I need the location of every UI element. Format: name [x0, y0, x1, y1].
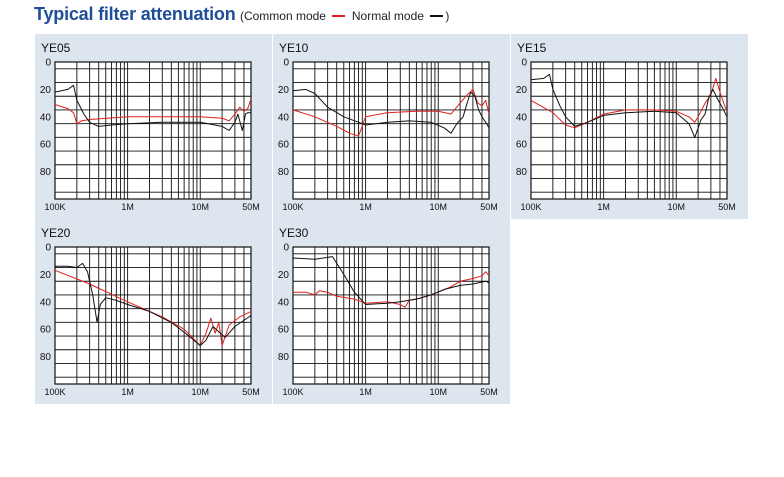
- plot-area: [55, 62, 251, 199]
- x-tick-label: 100K: [44, 202, 65, 212]
- x-tick-label: 1M: [359, 387, 372, 397]
- x-tick-label: 10M: [667, 202, 685, 212]
- x-tick-label: 1M: [359, 202, 372, 212]
- x-tick-label: 1M: [121, 387, 134, 397]
- chart-panel-ye10: YE10 0 20 40 60 80 100K 1M 10M 50M: [273, 34, 510, 219]
- chart-panel-ye30: YE30 0 20 40 60 80 100K 1M 10M 50M: [273, 219, 510, 404]
- y-tick-label: 40: [278, 112, 290, 123]
- y-tick-label: 40: [516, 112, 528, 123]
- y-tick-label: 20: [516, 85, 528, 96]
- x-tick-label: 100K: [44, 387, 65, 397]
- chart-title: YE10: [279, 41, 309, 55]
- y-tick-label: 60: [40, 325, 52, 336]
- x-tick-label: 50M: [718, 202, 736, 212]
- normal-mode-line: [292, 256, 490, 305]
- chart-title: YE05: [41, 41, 71, 55]
- y-tick-label: 80: [516, 167, 528, 178]
- x-tick-label: 100K: [282, 202, 303, 212]
- chart-svg: 0 20 40 60 80 100K 1M 10M 50M: [40, 58, 260, 213]
- chart-panel-ye05: YE05 0 20 40 60 80 100K 1M 10M 50M: [35, 34, 272, 219]
- legend-suffix: ): [445, 9, 450, 23]
- x-tick-label: 10M: [429, 202, 447, 212]
- plot-frame: [292, 61, 490, 200]
- x-tick-label: 50M: [480, 202, 498, 212]
- y-tick-label: 20: [278, 270, 290, 281]
- grid: [531, 62, 727, 199]
- normal-mode-line: [292, 88, 490, 134]
- y-tick-label: 0: [521, 58, 527, 69]
- y-tick-label: 80: [278, 167, 290, 178]
- chart-title: YE30: [279, 226, 309, 240]
- x-tick-label: 10M: [191, 387, 209, 397]
- normal-mode-line: [54, 84, 251, 131]
- x-tick-label: 50M: [480, 387, 498, 397]
- x-tick-label: 1M: [121, 202, 134, 212]
- y-tick-label: 80: [278, 352, 290, 363]
- grid: [293, 247, 489, 384]
- y-tick-label: 0: [283, 58, 289, 69]
- common-mode-legend-line: [332, 14, 346, 17]
- x-tick-label: 100K: [282, 387, 303, 397]
- grid: [293, 62, 489, 199]
- chart-svg: 0 20 40 60 80 100K 1M 10M 50M: [278, 243, 498, 398]
- plot-frame: [530, 61, 728, 200]
- plot-frame: [292, 246, 490, 385]
- y-tick-label: 0: [283, 243, 289, 254]
- common-mode-line: [530, 77, 728, 129]
- normal-mode-legend-line: [430, 14, 444, 17]
- y-tick-label: 20: [40, 270, 52, 281]
- page-title: Typical filter attenuation: [34, 4, 236, 24]
- legend-mid: Normal mode: [351, 9, 424, 23]
- y-tick-label: 60: [40, 140, 52, 151]
- legend-prefix: (Common mode: [239, 9, 326, 23]
- y-tick-label: 0: [45, 243, 51, 254]
- y-tick-label: 60: [278, 325, 290, 336]
- plot-area: [293, 62, 489, 199]
- chart-svg: 0 20 40 60 80 100K 1M 10M 50M: [516, 58, 736, 213]
- y-tick-label: 60: [516, 140, 528, 151]
- chart-panel-ye20: YE20 0 20 40 60 80 100K 1M 10M 50M: [35, 219, 272, 404]
- chart-svg: 0 20 40 60 80 100K 1M 10M 50M: [40, 243, 260, 398]
- y-tick-label: 80: [40, 352, 52, 363]
- plot-area: [55, 247, 251, 384]
- chart-panel-ye15: YE15 0 20 40 60 80 100K 1M 10M 50M: [511, 34, 748, 219]
- y-tick-label: 40: [278, 297, 290, 308]
- x-tick-label: 1M: [597, 202, 610, 212]
- grid: [55, 62, 251, 199]
- y-tick-label: 20: [278, 85, 290, 96]
- y-tick-label: 80: [40, 167, 52, 178]
- chart-svg: 0 20 40 60 80 100K 1M 10M 50M: [278, 58, 498, 213]
- y-tick-label: 0: [45, 58, 51, 69]
- grid: [55, 247, 251, 384]
- title-row: Typical filter attenuation (Common mode …: [34, 4, 449, 25]
- plot-frame: [54, 61, 252, 200]
- normal-mode-line: [530, 73, 728, 138]
- x-tick-label: 100K: [520, 202, 541, 212]
- plot-area: [293, 247, 489, 384]
- y-tick-label: 20: [40, 85, 52, 96]
- common-mode-line: [54, 98, 252, 125]
- x-tick-label: 50M: [242, 202, 260, 212]
- plot-area: [531, 62, 727, 199]
- y-tick-label: 40: [40, 297, 52, 308]
- chart-title: YE15: [517, 41, 547, 55]
- y-tick-label: 60: [278, 140, 290, 151]
- chart-title: YE20: [41, 226, 71, 240]
- normal-mode-line: [55, 262, 252, 347]
- x-tick-label: 10M: [429, 387, 447, 397]
- common-mode-line: [54, 269, 252, 347]
- y-tick-label: 40: [40, 112, 52, 123]
- x-tick-label: 50M: [242, 387, 260, 397]
- common-mode-line: [292, 88, 490, 137]
- x-tick-label: 10M: [191, 202, 209, 212]
- common-mode-line: [293, 271, 490, 308]
